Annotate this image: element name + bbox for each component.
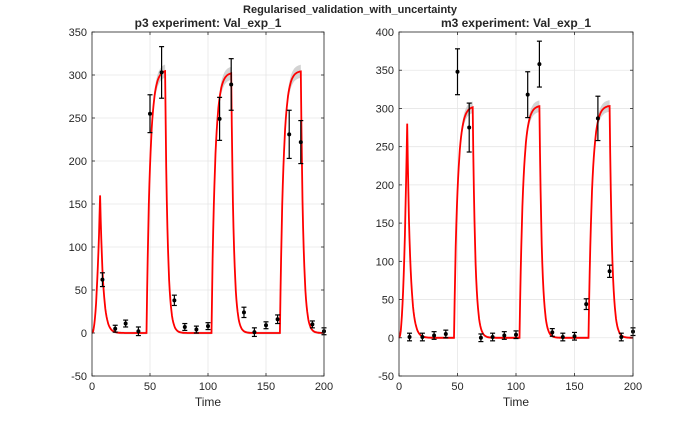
y-tick-label: 350 <box>69 27 87 39</box>
data-point <box>443 331 448 336</box>
data-point <box>252 330 257 335</box>
data-point <box>172 298 177 303</box>
y-tick-label: 0 <box>388 333 394 345</box>
data-point <box>595 116 600 121</box>
x-axis-label: Time <box>195 395 222 409</box>
x-tick-label: 150 <box>257 381 275 393</box>
data-point <box>229 82 234 87</box>
data-point <box>455 69 460 74</box>
data-point <box>607 269 612 274</box>
data-point <box>550 330 555 335</box>
y-tick-label: 300 <box>69 70 87 82</box>
panel-m3: m3 experiment: Val_exp_1 Time 0 50 100 150 2… <box>376 16 643 409</box>
figure-suptitle: Regularised_validation_with_uncertainty <box>243 4 458 16</box>
data-point <box>478 335 483 340</box>
data-point <box>537 62 542 67</box>
data-point <box>525 92 530 97</box>
y-tick-label: 50 <box>382 295 394 307</box>
x-axis-label: Time <box>503 395 530 409</box>
data-point <box>264 323 268 328</box>
y-tick-label: 300 <box>376 103 394 115</box>
model-line <box>91 69 324 334</box>
data-point <box>113 326 118 331</box>
y-tick-label: 150 <box>69 199 87 211</box>
data-point <box>420 335 425 340</box>
data-point <box>287 132 292 137</box>
y-tick-label: 0 <box>81 328 87 340</box>
data-point <box>432 333 437 338</box>
data-point <box>310 322 315 327</box>
panel-p3: p3 experiment: Val_exp_1 Time 0 50 100 150 2… <box>69 16 334 409</box>
data-point <box>136 329 141 334</box>
data-point <box>490 335 495 340</box>
data-point <box>206 324 210 329</box>
data-point <box>584 302 589 307</box>
data-point <box>182 324 187 329</box>
data-point <box>159 70 164 75</box>
y-tick-label: 200 <box>69 156 87 168</box>
data-point <box>502 333 507 338</box>
data-point <box>241 310 246 315</box>
data-point <box>217 116 222 121</box>
y-tick-label: 250 <box>69 113 87 125</box>
y-tick-label: -50 <box>378 371 394 383</box>
x-tick-label: 100 <box>507 381 525 393</box>
x-tick-label: 50 <box>144 381 156 393</box>
x-tick-label: 200 <box>315 381 333 393</box>
x-tick-label: 50 <box>451 381 463 393</box>
data-point <box>619 335 624 340</box>
y-tick-label: 200 <box>376 180 394 192</box>
y-tick-label: 100 <box>376 256 394 268</box>
y-tick-label: 100 <box>69 242 87 254</box>
y-tick-label: 150 <box>376 218 394 230</box>
data-point <box>100 277 105 282</box>
x-tick-label: 0 <box>89 381 95 393</box>
panel-title: p3 experiment: Val_exp_1 <box>135 16 282 30</box>
data-point <box>560 335 565 340</box>
data-point <box>572 334 577 339</box>
data-point <box>514 332 518 337</box>
data-point <box>148 111 152 116</box>
x-tick-label: 200 <box>624 381 642 393</box>
data-point <box>275 317 280 322</box>
y-tick-label: -50 <box>71 371 87 383</box>
x-tick-label: 150 <box>565 381 583 393</box>
x-tick-label: 0 <box>396 381 402 393</box>
panel-title: m3 experiment: Val_exp_1 <box>441 16 591 30</box>
data-point <box>194 327 199 332</box>
data-point <box>298 140 303 145</box>
data-point <box>123 321 128 326</box>
data-point <box>407 335 412 340</box>
y-tick-label: 50 <box>75 285 87 297</box>
data-point <box>467 125 472 130</box>
x-tick-label: 100 <box>199 381 217 393</box>
y-tick-label: 250 <box>376 142 394 154</box>
y-tick-label: 400 <box>376 27 394 39</box>
y-tick-label: 350 <box>376 65 394 77</box>
